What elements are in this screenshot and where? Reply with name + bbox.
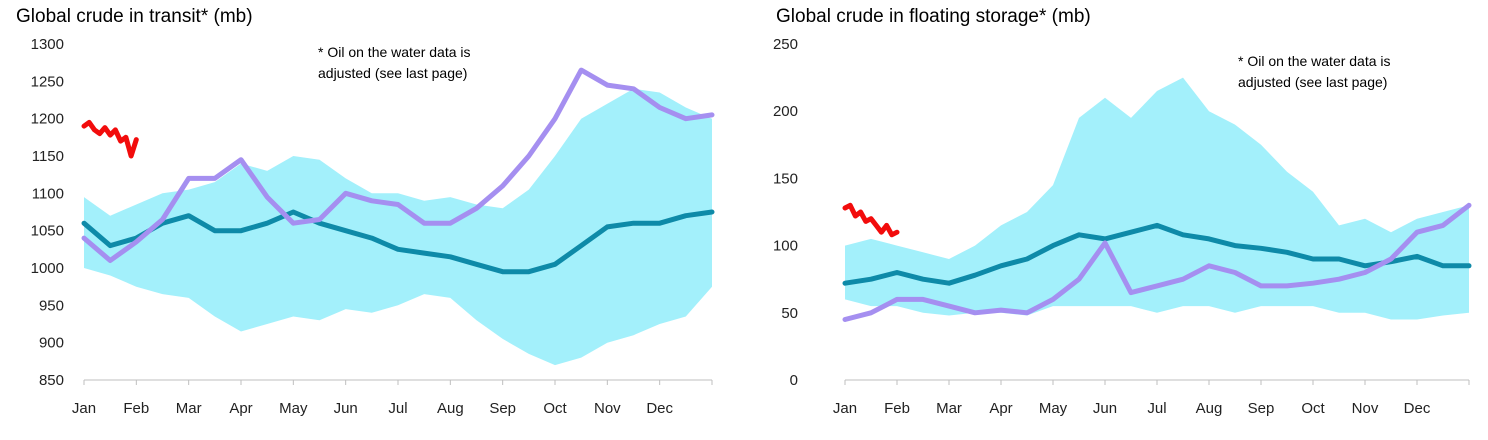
- y-tick-label: 1300: [31, 36, 64, 53]
- chart-panel-floating-storage: Jan Feb Mar Apr May Jun Jul Aug Sep Oct Nov Dec 0 50 1…: [744, 0, 1488, 440]
- x-tick-label: Oct: [543, 400, 567, 417]
- y-tick-label: 150: [773, 170, 798, 187]
- x-tick-label: May: [1039, 400, 1068, 417]
- x-tick-label: Nov: [594, 400, 621, 417]
- y-tick-label: 200: [773, 103, 798, 120]
- x-tick-label: Dec: [646, 400, 673, 417]
- y-tick-label: 250: [773, 36, 798, 53]
- range-band: [84, 88, 712, 366]
- y-tick-label: 850: [39, 372, 64, 389]
- chart-title: Global crude in floating storage* (mb): [776, 6, 1091, 27]
- x-tick-label: Jul: [1147, 400, 1166, 417]
- y-tick-label: 1250: [31, 73, 64, 90]
- chart-note: * Oil on the water data is adjusted (see…: [318, 44, 471, 81]
- series-line-current-year: [81, 119, 139, 159]
- series-line-average: [81, 209, 715, 275]
- chart-panel-transit: Jan Feb Mar Apr May Jun Jul Aug Sep Oct Nov Dec 850 9…: [16, 6, 715, 417]
- y-tick-label: 50: [781, 305, 798, 322]
- x-tick-label: Jul: [388, 400, 407, 417]
- y-tick-label: 1050: [31, 223, 64, 240]
- y-tick-label: 900: [39, 335, 64, 352]
- x-tick-label: Apr: [989, 400, 1012, 417]
- chart-note: * Oil on the water data is adjusted (see…: [1238, 53, 1391, 90]
- x-tick-label: Nov: [1352, 400, 1379, 417]
- y-tick-label: 1200: [31, 111, 64, 128]
- x-tick-label: Feb: [884, 400, 910, 417]
- series-line-previous-year: [81, 67, 715, 263]
- chart-floating-storage-svg: Jan Feb Mar Apr May Jun Jul Aug Sep Oct Nov Dec 0 50 1…: [773, 36, 1472, 417]
- x-tick-label: Mar: [936, 400, 962, 417]
- x-tick-label: Jan: [833, 400, 857, 417]
- x-tick-label: Dec: [1404, 400, 1431, 417]
- chart-title: Global crude in transit* (mb): [16, 6, 253, 27]
- x-tick-label: Sep: [1248, 400, 1275, 417]
- y-tick-label: 0: [790, 372, 798, 389]
- x-tick-label: Jan: [72, 400, 96, 417]
- x-tick-label: May: [279, 400, 308, 417]
- y-tick-label: 1150: [32, 148, 64, 165]
- chart-transit-svg: Jan Feb Mar Apr May Jun Jul Aug Sep Oct Nov Dec 850 9…: [31, 36, 715, 417]
- y-tick-label: 100: [773, 238, 798, 255]
- x-tick-label: Jun: [1093, 400, 1117, 417]
- x-tick-label: Apr: [229, 400, 252, 417]
- x-tick-label: Sep: [489, 400, 516, 417]
- y-tick-label: 1000: [31, 260, 64, 277]
- x-tick-label: Jun: [334, 400, 358, 417]
- y-tick-label: 1100: [32, 185, 64, 202]
- series-line-current-year: [842, 202, 900, 238]
- x-tick-label: Aug: [1196, 400, 1223, 417]
- x-tick-label: Oct: [1301, 400, 1325, 417]
- x-tick-label: Mar: [176, 400, 202, 417]
- series-line-previous-year: [842, 202, 1472, 322]
- x-tick-label: Aug: [437, 400, 464, 417]
- y-tick-label: 950: [39, 297, 64, 314]
- series-line-average: [842, 222, 1472, 286]
- x-tick-label: Feb: [123, 400, 149, 417]
